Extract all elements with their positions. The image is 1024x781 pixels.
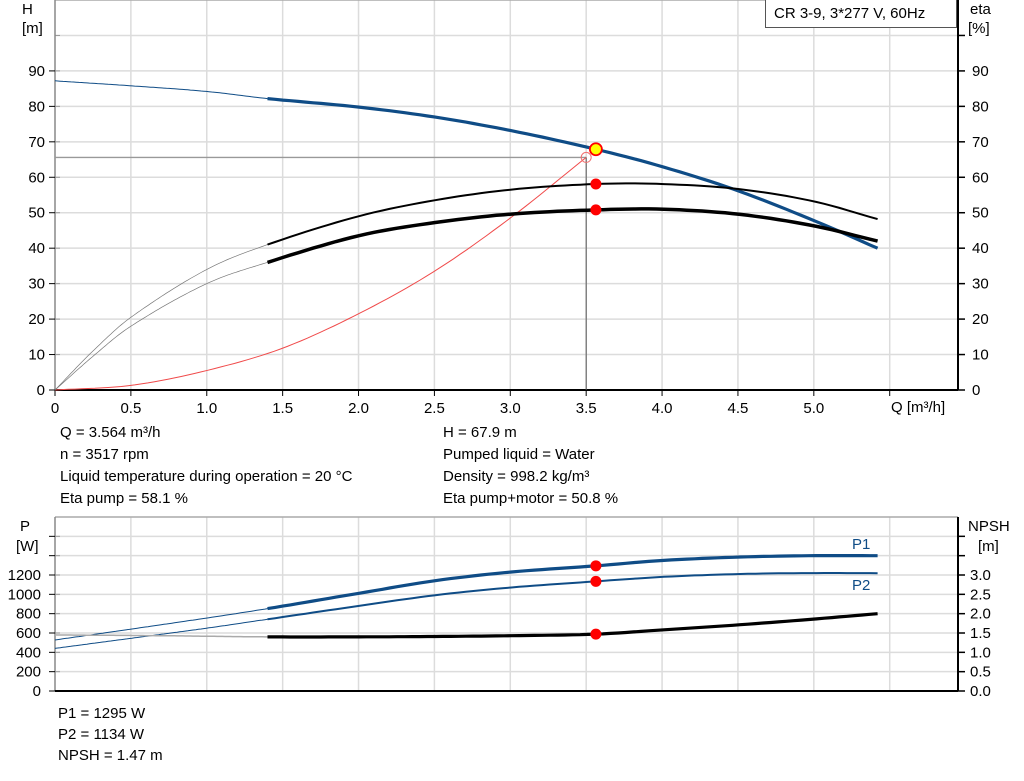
x-tick-label: 3.5 — [576, 400, 597, 417]
eta-axis-name: eta — [970, 1, 991, 18]
right-tick-label: 0.0 — [970, 683, 991, 700]
x-tick-label: 2.0 — [348, 400, 369, 417]
eta-pump-motor-curve — [266, 207, 879, 265]
info-eta-pump-motor: Eta pump+motor = 50.8 % — [443, 490, 619, 507]
right-tick-label: 1.5 — [970, 625, 991, 642]
info-liquid: Pumped liquid = Water — [443, 446, 595, 463]
right-tick-label: 0.5 — [970, 664, 991, 681]
x-tick-label: 1.5 — [272, 400, 293, 417]
info-npsh: NPSH = 1.47 m — [58, 747, 163, 764]
p2-curve — [267, 572, 878, 621]
info-p2: P2 = 1134 W — [58, 726, 145, 743]
x-tick-label: 5.0 — [803, 400, 824, 417]
p2-curve-extension — [54, 618, 268, 649]
left-tick-label: 1000 — [8, 586, 41, 603]
left-tick-label: 1200 — [8, 567, 41, 584]
left-tick-label: 30 — [28, 276, 45, 293]
left-tick-label: 400 — [16, 644, 41, 661]
system-curve — [54, 157, 587, 391]
left-tick-label: 600 — [16, 625, 41, 642]
h-axis-name: H — [22, 1, 33, 18]
h-axis-unit: [m] — [22, 20, 43, 37]
npsh-axis-name: NPSH — [968, 518, 1010, 535]
eta-pump-curve — [267, 182, 878, 246]
p1-duty-marker — [590, 560, 602, 572]
left-tick-label: 70 — [28, 134, 45, 151]
info-q: Q = 3.564 m³/h — [60, 424, 161, 441]
left-tick-label: 0 — [33, 683, 41, 700]
right-tick-label: 30 — [972, 276, 989, 293]
right-tick-label: 10 — [972, 347, 989, 364]
x-tick-label: 0.5 — [120, 400, 141, 417]
x-tick-label: 4.5 — [728, 400, 749, 417]
H-curve — [267, 97, 879, 250]
left-tick-label: 200 — [16, 664, 41, 681]
x-tick-label: 4.0 — [652, 400, 673, 417]
npsh-curve — [267, 612, 878, 639]
info-temperature: Liquid temperature during operation = 20… — [60, 468, 353, 485]
legend-box: CR 3-9, 3*277 V, 60Hz — [765, 0, 957, 28]
right-tick-label: 90 — [972, 63, 989, 80]
requested-point-marker — [580, 151, 592, 163]
left-tick-label: 10 — [28, 347, 45, 364]
chart-title: CR 3-9, 3*277 V, 60Hz — [774, 5, 926, 22]
right-tick-label: 40 — [972, 240, 989, 257]
H-curve-extension — [54, 80, 268, 100]
info-speed: n = 3517 rpm — [60, 446, 149, 463]
p1-curve-label: P1 — [852, 536, 871, 553]
p-axis-name: P — [20, 518, 31, 535]
left-tick-label: 60 — [28, 169, 45, 186]
eta-pump-curve-extension — [54, 244, 268, 391]
right-tick-label: 60 — [972, 169, 989, 186]
npsh-curve-extension — [54, 634, 268, 638]
right-tick-label: 0 — [972, 382, 980, 399]
left-tick-label: 0 — [37, 382, 45, 399]
eta-pump-duty-marker — [590, 178, 602, 190]
left-tick-label: 40 — [28, 240, 45, 257]
p2-duty-marker — [590, 575, 602, 587]
left-tick-label: 800 — [16, 606, 41, 623]
right-tick-label: 2.5 — [970, 586, 991, 603]
x-tick-label: 1.0 — [196, 400, 217, 417]
q-axis-label: Q [m³/h] — [891, 399, 946, 416]
info-density: Density = 998.2 kg/m³ — [443, 468, 590, 485]
p2-curve-label: P2 — [852, 577, 871, 594]
p-axis-unit: [W] — [16, 538, 39, 555]
x-tick-label: 0 — [51, 400, 59, 417]
p1-curve — [267, 554, 878, 611]
npsh-duty-marker — [590, 628, 602, 640]
eta-pump-motor-curve-extension — [54, 262, 268, 391]
eta-axis-unit: [%] — [968, 20, 990, 37]
right-tick-label: 80 — [972, 98, 989, 115]
x-tick-label: 2.5 — [424, 400, 445, 417]
left-tick-label: 80 — [28, 98, 45, 115]
x-tick-label: 3.0 — [500, 400, 521, 417]
left-tick-label: 90 — [28, 63, 45, 80]
right-tick-label: 70 — [972, 134, 989, 151]
duty-point-marker — [588, 142, 603, 157]
right-tick-label: 20 — [972, 311, 989, 328]
info-h: H = 67.9 m — [443, 424, 517, 441]
left-tick-label: 20 — [28, 311, 45, 328]
info-eta-pump: Eta pump = 58.1 % — [60, 490, 188, 507]
info-p1: P1 = 1295 W — [58, 705, 146, 722]
eta-pump-motor-duty-marker — [590, 204, 602, 216]
left-tick-label: 50 — [28, 205, 45, 222]
right-tick-label: 50 — [972, 205, 989, 222]
right-tick-label: 1.0 — [970, 644, 991, 661]
npsh-axis-unit: [m] — [978, 538, 999, 555]
right-tick-label: 2.0 — [970, 606, 991, 623]
right-tick-label: 3.0 — [970, 567, 991, 584]
